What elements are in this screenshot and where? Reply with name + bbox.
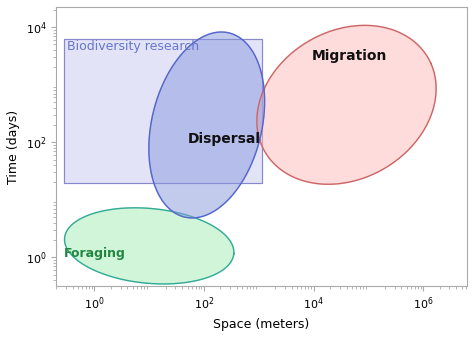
Text: Foraging: Foraging	[64, 247, 126, 260]
Polygon shape	[64, 39, 262, 183]
Text: Biodiversity research: Biodiversity research	[67, 40, 199, 53]
Text: Migration: Migration	[311, 49, 387, 63]
Polygon shape	[64, 208, 234, 284]
Y-axis label: Time (days): Time (days)	[7, 110, 20, 184]
Text: Dispersal: Dispersal	[188, 132, 261, 146]
Polygon shape	[257, 25, 436, 184]
Polygon shape	[149, 32, 264, 218]
X-axis label: Space (meters): Space (meters)	[213, 318, 310, 331]
